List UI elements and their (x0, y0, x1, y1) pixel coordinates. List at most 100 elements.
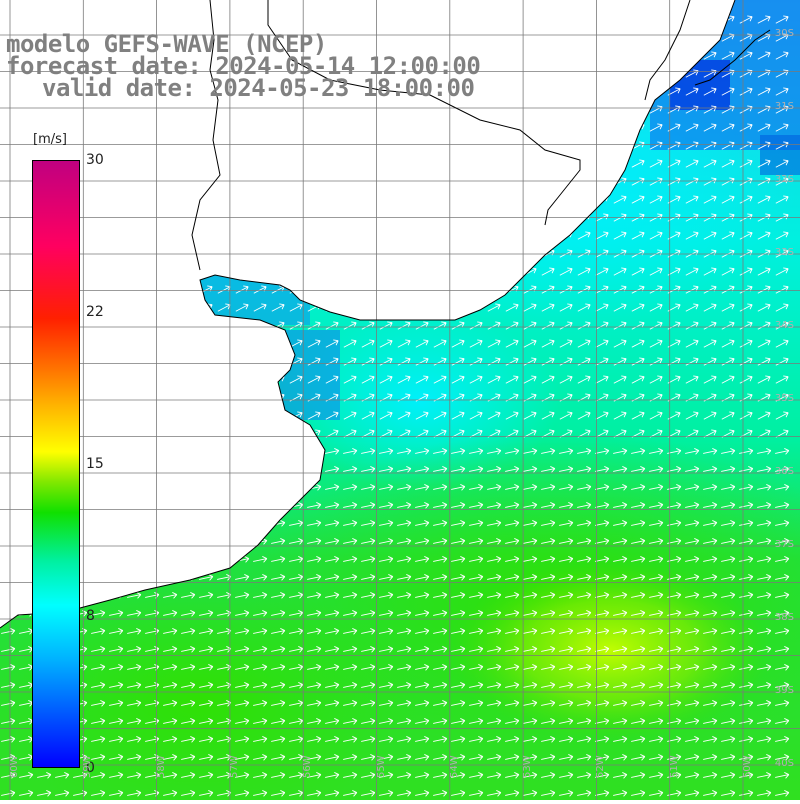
wind-arrow (685, 754, 700, 761)
wind-arrow (253, 213, 267, 222)
wind-arrow (433, 628, 448, 635)
wind-arrow (253, 393, 267, 402)
wind-arrow (109, 628, 124, 635)
wind-arrow (703, 321, 717, 330)
wind-arrow (109, 123, 123, 132)
wind-arrow (757, 321, 771, 330)
wind-arrow (289, 646, 304, 653)
wind-arrow (289, 267, 303, 276)
wind-arrow (577, 267, 591, 276)
wind-arrow (127, 556, 142, 563)
wind-arrow (775, 141, 789, 150)
wind-arrow (37, 790, 52, 797)
wind-arrow (595, 466, 610, 473)
wind-arrow (541, 502, 556, 509)
wind-arrow (397, 718, 412, 725)
wind-arrow (469, 664, 484, 671)
wind-arrow (397, 556, 412, 563)
wind-arrow (91, 592, 106, 599)
wind-arrow (415, 538, 430, 545)
wind-arrow (541, 484, 556, 491)
wind-arrow (541, 700, 556, 707)
wind-arrow (307, 790, 322, 797)
wind-arrow (145, 159, 159, 168)
wind-arrow (505, 700, 520, 707)
wind-arrow (289, 321, 303, 330)
wind-arrow (271, 231, 285, 240)
wind-arrow (613, 664, 628, 671)
wind-arrow (541, 33, 555, 42)
wind-arrow (343, 466, 358, 473)
wind-arrow (523, 520, 538, 527)
wind-arrow (559, 682, 574, 689)
wind-arrow (703, 754, 718, 761)
wind-arrow (1, 393, 15, 402)
wind-arrow (613, 484, 628, 491)
wind-arrow (1, 123, 15, 132)
wind-arrow (163, 141, 177, 150)
wind-arrow (469, 123, 483, 132)
wind-arrow (541, 538, 556, 545)
wind-arrow (541, 466, 556, 473)
wind-arrow (469, 321, 483, 330)
wind-arrow (739, 448, 754, 455)
wind-arrow (127, 267, 141, 276)
wind-arrow (307, 502, 322, 509)
wind-arrow (451, 15, 465, 24)
wind-arrow (271, 429, 285, 438)
wind-arrow (19, 772, 34, 779)
wind-arrow (433, 466, 448, 473)
wind-arrow (361, 123, 375, 132)
wind-arrow (469, 357, 483, 366)
wind-arrow (487, 538, 502, 545)
wind-arrow (487, 159, 501, 168)
wind-arrow (163, 646, 178, 653)
wind-arrow (235, 411, 249, 420)
wind-arrow (199, 375, 213, 384)
wind-arrow (109, 772, 124, 779)
wind-arrow (217, 141, 231, 150)
wind-arrow (415, 790, 430, 797)
wind-arrow (739, 321, 753, 330)
wind-arrow (91, 772, 106, 779)
wind-arrow (595, 267, 609, 276)
wind-arrow (361, 772, 376, 779)
wind-arrow (199, 682, 214, 689)
wind-arrow (181, 303, 195, 312)
wind-arrow (541, 718, 556, 725)
wind-arrow (451, 592, 466, 599)
wind-arrow (523, 502, 538, 509)
wind-arrow (235, 574, 250, 581)
wind-arrow (775, 15, 789, 24)
wind-arrow (1, 339, 15, 348)
wind-arrow (199, 646, 214, 653)
wind-arrow (703, 231, 717, 240)
wind-arrow (433, 682, 448, 689)
wind-arrow (379, 105, 393, 114)
wind-arrow (685, 159, 699, 168)
wind-arrow (199, 556, 214, 563)
colorbar (32, 160, 80, 768)
wind-arrow (181, 772, 196, 779)
wind-arrow (685, 718, 700, 725)
wind-arrow (397, 520, 412, 527)
wind-arrow (559, 628, 574, 635)
wind-arrow (271, 574, 286, 581)
wind-arrow (505, 664, 520, 671)
wind-arrow (631, 538, 646, 545)
wind-arrow (541, 682, 556, 689)
wind-arrow (541, 123, 555, 132)
wind-arrow (523, 466, 538, 473)
wind-arrow (469, 754, 484, 761)
wind-arrow (379, 772, 394, 779)
wind-arrow (631, 375, 645, 384)
wind-arrow (325, 772, 340, 779)
wind-arrow (541, 231, 555, 240)
wind-arrow (721, 141, 735, 150)
wind-arrow (127, 123, 141, 132)
wind-arrow (379, 231, 393, 240)
wind-arrow (703, 15, 717, 24)
wind-arrow (415, 574, 430, 581)
wind-arrow (541, 556, 556, 563)
wind-arrow (631, 700, 646, 707)
